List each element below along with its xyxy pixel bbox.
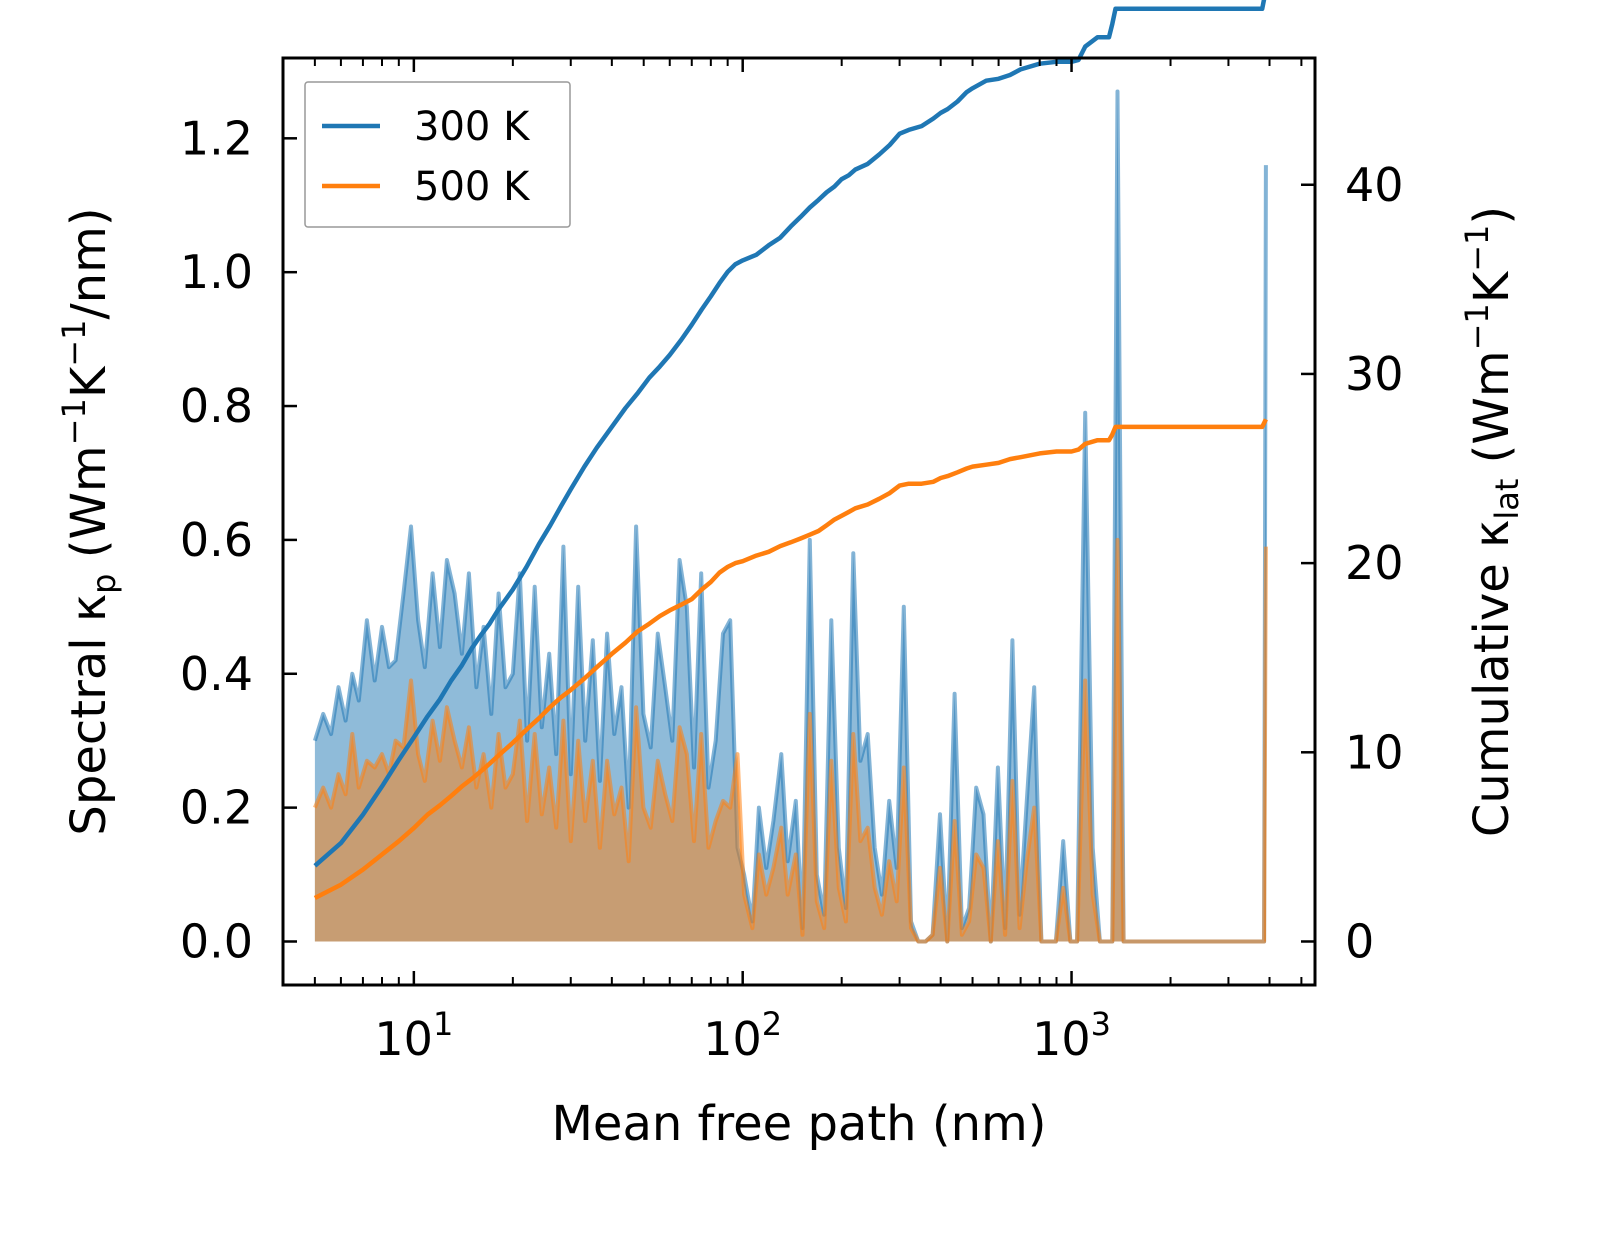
spectral-fills [312, 89, 1268, 944]
x-tick-label: 103 [1032, 1005, 1111, 1066]
spectral-line-300k [312, 89, 1268, 944]
y-left-tick-label: 0.8 [180, 379, 253, 433]
y-right-tick-label: 0 [1345, 914, 1374, 968]
cumulative-line-500k [313, 418, 1268, 901]
y-axis-left-title: Spectral κp (Wm−1K−1/nm) [55, 207, 123, 835]
tick-labels: 101 102 103 0.0 0.2 0.4 0.6 0.8 1.0 1.2 0 10 20 30 40 [180, 111, 1404, 1066]
y-left-tick-label: 0.4 [180, 647, 253, 701]
legend: 300 K 500 K [304, 81, 571, 228]
y-right-tick-label: 10 [1345, 725, 1404, 779]
spectral-line-500k [313, 537, 1268, 944]
y-left-tick-label: 0.0 [180, 914, 253, 968]
legend-box [304, 81, 571, 228]
plot-frame [281, 56, 1317, 987]
y-right-tick-label: 40 [1345, 158, 1404, 212]
axis-ticks [282, 58, 1315, 985]
y-left-tick-label: 0.2 [180, 781, 253, 835]
x-tick-label: 102 [703, 1005, 782, 1066]
y-left-tick-label: 1.0 [180, 245, 253, 299]
y-left-tick-label: 1.2 [180, 111, 253, 165]
y-axis-right-title: Cumulative κlat (Wm−1K−1) [1458, 206, 1526, 837]
x-tick-label: 101 [374, 1005, 453, 1066]
x-axis-title: Mean free path (nm) [552, 1096, 1047, 1152]
spectral-fill-500k [314, 539, 1266, 942]
legend-label-500k: 500 K [414, 164, 531, 210]
legend-label-300k: 300 K [414, 104, 531, 150]
y-right-tick-label: 30 [1345, 347, 1404, 401]
y-left-tick-label: 0.6 [180, 513, 253, 567]
y-right-tick-label: 20 [1345, 536, 1404, 590]
